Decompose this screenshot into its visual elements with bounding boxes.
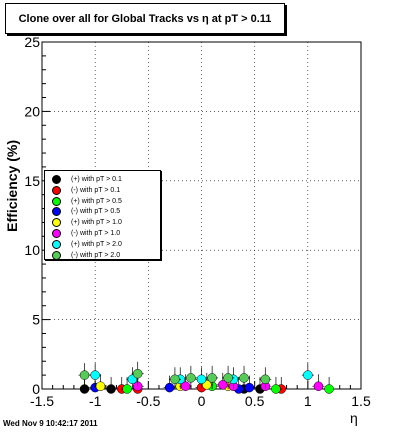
legend-marker — [52, 229, 61, 238]
legend-label: (-) with pT > 1.0 — [71, 230, 121, 237]
data-point — [196, 374, 207, 385]
legend-label: (+) with pT > 2.0 — [71, 240, 122, 248]
legend-entry: (-) with pT > 1.0 — [45, 228, 160, 239]
y-axis-label: Efficiency (%) — [4, 140, 20, 232]
data-point — [180, 381, 191, 391]
legend: (+) with pT > 0.1 (-) with pT > 0.1 (+) wi… — [44, 170, 161, 260]
x-tick-label: 0 — [198, 393, 206, 409]
y-tick-label: 15 — [24, 173, 40, 189]
x-tick-label: -1 — [89, 393, 102, 409]
legend-entry: (+) with pT > 2.0 — [45, 239, 160, 250]
data-point — [122, 384, 132, 394]
legend-label: (-) with pT > 2.0 — [71, 251, 121, 259]
data-point — [90, 370, 100, 380]
legend-label: (-) with pT > 0.5 — [71, 208, 121, 216]
legend-marker — [52, 250, 61, 260]
data-point — [207, 373, 217, 383]
legend-entry: (-) with pT > 2.0 — [45, 250, 160, 261]
data-point — [260, 374, 271, 385]
data-point — [244, 382, 255, 393]
legend-entry: (+) with pT > 0.5 — [45, 196, 160, 207]
y-tick-label: 5 — [32, 312, 40, 328]
legend-label: (-) with pT > 0.1 — [71, 186, 121, 194]
data-point — [271, 384, 281, 394]
legend-marker — [52, 196, 61, 206]
legend-marker — [52, 185, 61, 195]
legend-entry: (-) with pT > 0.1 — [45, 185, 160, 196]
y-tick-label: 0 — [32, 381, 40, 397]
data-point — [303, 370, 313, 380]
data-point — [324, 384, 334, 394]
legend-marker — [52, 239, 61, 249]
x-tick-label: -1.5 — [30, 393, 54, 409]
y-tick-label: 25 — [24, 34, 40, 50]
data-point — [218, 380, 228, 390]
data-point — [132, 368, 143, 379]
x-tick-label: 0.5 — [245, 393, 265, 409]
legend-entry: (-) with pT > 0.5 — [45, 206, 160, 217]
data-point — [170, 374, 180, 385]
chart-title: Clone over all for Global Tracks vs η at… — [5, 3, 285, 34]
data-point — [313, 381, 324, 391]
data-point — [79, 370, 90, 380]
y-tick-label: 20 — [24, 103, 40, 119]
x-tick-label: -0.5 — [136, 393, 160, 409]
data-point — [95, 381, 106, 391]
data-point — [106, 384, 116, 394]
footer-date: Wed Nov 9 10:42:17 2011 — [3, 419, 98, 428]
y-tick-label: 10 — [24, 242, 40, 258]
legend-label: (+) with pT > 0.1 — [71, 176, 122, 183]
x-tick-label: 1 — [304, 393, 312, 409]
legend-entry: (+) with pT > 1.0 — [45, 217, 160, 228]
legend-marker — [52, 207, 61, 217]
x-tick-label: 1.5 — [351, 393, 371, 409]
legend-entry: (+) with pT > 0.1 — [45, 174, 160, 185]
data-point — [164, 382, 175, 393]
data-point — [223, 373, 233, 383]
data-point — [186, 373, 196, 383]
legend-marker — [52, 175, 61, 184]
legend-label: (+) with pT > 1.0 — [71, 219, 122, 227]
data-point — [239, 373, 249, 383]
legend-marker — [52, 218, 61, 228]
x-axis-label: η — [350, 410, 358, 426]
legend-label: (+) with pT > 0.5 — [71, 197, 122, 205]
